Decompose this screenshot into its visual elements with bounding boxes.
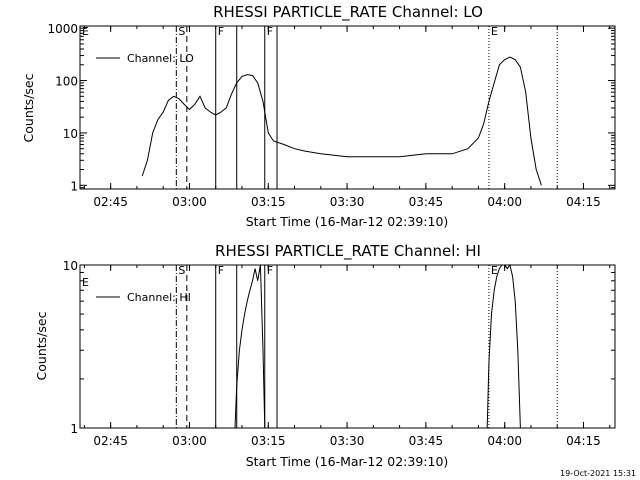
panel-hi-ylabel: Counts/sec [34, 311, 49, 380]
panel-0-xtick-label: 02:45 [93, 195, 128, 209]
panel-hi-title: RHESSI PARTICLE_RATE Channel: HI [215, 242, 481, 261]
panel-1-xtick-label: 03:45 [409, 434, 444, 448]
panel-0-xtick-label: 03:30 [330, 195, 365, 209]
panel-0-ytick-label: 100 [55, 75, 78, 89]
panel-lo-ylabel: Counts/sec [21, 73, 36, 142]
panel-lo-xlabel: Start Time (16-Mar-12 02:39:10) [246, 214, 449, 229]
panel-0-ytick-label: 1 [70, 179, 78, 193]
panel-lo-series-line [141, 56, 542, 186]
panel-1-xtick-label: 04:15 [566, 434, 601, 448]
panel-1-marker-label: F [267, 264, 273, 277]
panel-1-xtick-label: 02:45 [93, 434, 128, 448]
panel-0-ytick-label: 1000 [47, 22, 78, 36]
panel-1-xtick-label: 04:00 [487, 434, 522, 448]
footer-timestamp: 19-Oct-2021 15:31 [560, 469, 636, 478]
panel-0-xtick-label: 03:45 [409, 195, 444, 209]
panel-hi: RHESSI PARTICLE_RATE Channel: HI Counts/… [34, 242, 616, 469]
panel-1-ytick-label: 10 [63, 259, 78, 273]
panel-0-xtick-label: 03:15 [251, 195, 286, 209]
panel-1-xtick-label: 03:15 [251, 434, 286, 448]
panel-0-ytick-label: 10 [63, 127, 78, 141]
panel-0-marker-label: F [267, 25, 273, 38]
panel-lo-legend-label: Channel: LO [127, 52, 194, 65]
panel-hi-xlabel: Start Time (16-Mar-12 02:39:10) [246, 454, 449, 469]
panel-0-marker-label: E [491, 25, 498, 38]
panel-1-marker-label: S [178, 264, 185, 277]
panel-0-xtick-label: 04:15 [566, 195, 601, 209]
panel-lo-edge-marker: E [82, 25, 89, 38]
panel-hi-series-line [234, 263, 521, 429]
panel-1-xtick-label: 03:30 [330, 434, 365, 448]
panel-0-marker-label: S [178, 25, 185, 38]
panel-1-ytick-label: 1 [70, 422, 78, 436]
panel-0-marker-label: F [218, 25, 224, 38]
panel-1-marker-label: F [218, 264, 224, 277]
panel-hi-legend-label: Channel: HI [127, 291, 191, 304]
panel-1-xtick-label: 03:00 [172, 434, 207, 448]
panel-lo-frame [79, 25, 616, 190]
panel-0-xtick-label: 03:00 [172, 195, 207, 209]
panel-hi-frame [79, 264, 616, 429]
panel-0-xtick-label: 04:00 [487, 195, 522, 209]
panel-hi-edge-marker: E [82, 276, 89, 289]
panel-1-marker-label: E [491, 264, 498, 277]
panel-lo-title: RHESSI PARTICLE_RATE Channel: LO [213, 3, 483, 22]
panel-lo: RHESSI PARTICLE_RATE Channel: LO Counts/… [21, 3, 616, 229]
